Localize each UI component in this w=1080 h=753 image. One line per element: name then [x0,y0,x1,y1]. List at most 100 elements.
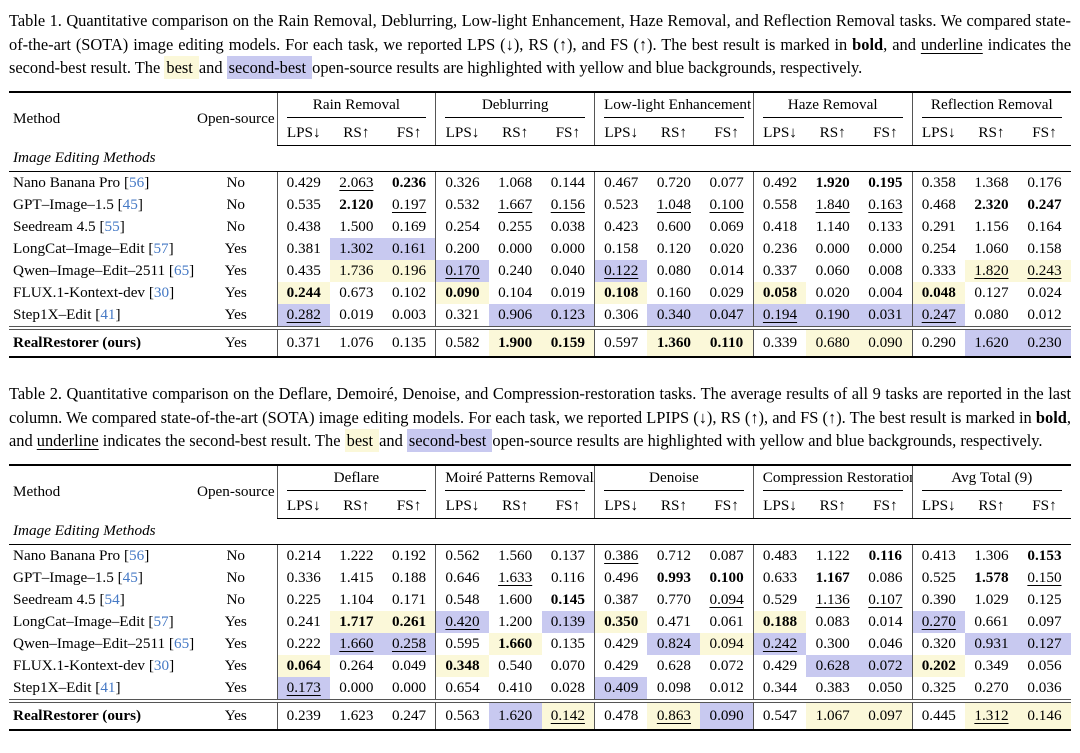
value-text: 1.840 [815,195,850,213]
value-cell: 0.048 [911,281,965,304]
open-source-cell: No [226,173,246,191]
value-cell: 0.445 [911,698,965,730]
value-text: 0.080 [656,261,691,279]
value-cell: 1.140 [806,216,859,238]
caption-text: , and [9,407,1071,451]
value-text: 1.360 [656,333,691,351]
value-text: 0.090 [445,283,480,301]
value-text: 0.350 [604,612,639,630]
value-text: 0.158 [1027,239,1062,257]
value-text: 0.125 [1027,590,1062,608]
section-label: Image Editing Methods [9,145,1071,172]
value-text: 0.712 [656,546,691,564]
method-cell: Step1X–Edit [41] [13,305,121,323]
value-text: 0.270 [974,678,1009,696]
value-cell: 0.038 [542,216,595,238]
group-label: Deblurring [445,96,586,118]
value-cell: 0.122 [594,259,648,282]
value-text: 0.290 [921,333,956,351]
citation-link[interactable]: 56 [129,173,145,191]
value-text: 0.321 [445,305,480,323]
citation-link[interactable]: 65 [173,261,190,279]
value-cell: 0.061 [700,611,753,633]
citation-link[interactable]: 57 [153,612,169,630]
value-cell: 0.137 [542,544,595,567]
value-cell: 0.931 [964,632,1018,655]
citation-link[interactable]: 54 [104,590,120,608]
method-cell: Nano Banana Pro [56] [13,546,150,564]
value-cell: 0.628 [647,655,700,677]
metric-header-lps: LPS↓ [276,120,330,146]
value-cell: 0.548 [435,588,489,611]
value-cell: 0.020 [700,238,753,260]
value-cell: 2.320 [965,194,1018,216]
value-text: 0.680 [815,333,850,351]
citation-link[interactable]: 41 [100,305,116,323]
value-text: 0.200 [445,239,480,257]
value-cell: 1.368 [965,171,1018,194]
value-cell: 1.060 [965,238,1018,260]
value-text: 1.122 [815,546,850,564]
metric-header-rs: RS↑ [806,120,860,146]
metric-header-rs: RS↑ [488,493,542,519]
value-text: 1.820 [974,261,1009,279]
value-text: 0.156 [550,195,585,213]
citation-link[interactable]: 45 [122,568,138,586]
table-row-flux-1-kontext-dev: FLUX.1-Kontext-dev [30] Yes 0.244 0.673 0.10… [9,281,1071,304]
citation-link[interactable]: 45 [122,195,138,213]
value-cell: 0.160 [647,282,700,304]
value-cell: 0.558 [752,193,807,216]
value-cell: 0.080 [965,304,1018,328]
value-text: 0.127 [974,283,1009,301]
value-text: 1.076 [339,333,374,351]
metric-header-fs: FS↑ [1017,120,1071,146]
citation-link[interactable]: 65 [173,634,190,652]
value-text: 1.200 [498,612,533,630]
value-text: 0.242 [762,634,798,652]
citation-link[interactable]: 56 [129,546,145,564]
value-text: 0.381 [286,239,321,257]
value-text: 0.358 [921,173,956,191]
value-cell: 0.170 [435,259,489,282]
value-text: 1.060 [974,239,1009,257]
value-cell: 0.214 [276,544,330,567]
group-label: Low-light Enhancement [604,96,751,118]
value-text: 0.056 [1027,656,1062,674]
metric-header-rs: RS↑ [647,120,701,146]
method-name: GPT–Image–1.5 [13,195,114,213]
value-text: 1.578 [974,568,1009,586]
value-text: 0.014 [709,261,744,279]
metric-header-lps: LPS↓ [911,493,965,519]
column-header-method: Method [13,483,61,500]
value-cell: 0.358 [911,171,965,194]
value-cell: 0.125 [1018,589,1071,611]
value-text: 0.020 [709,239,744,257]
citation-link[interactable]: 55 [104,217,120,235]
method-name: Step1X–Edit [13,305,92,323]
value-cell: 0.390 [911,588,965,611]
value-cell: 0.600 [647,216,700,238]
citation-link[interactable]: 57 [153,239,169,257]
table-row-seedream-4-5: Seedream 4.5 [54] No 0.225 1.104 0.171 0.548 1… [9,588,1071,611]
value-text: 1.620 [498,706,533,724]
value-cell: 0.069 [700,216,753,238]
table-row-nano-banana-pro: Nano Banana Pro [56] No 0.429 2.063 0.236 0.3… [9,171,1071,194]
citation-link[interactable]: 30 [153,656,170,674]
value-text: 0.171 [391,590,427,608]
value-cell: 0.680 [806,325,860,357]
paper-page: Table 1. Quantitative comparison on the … [9,11,1071,731]
value-cell: 0.654 [435,676,489,701]
citation-link[interactable]: 30 [153,283,170,301]
open-source-cell: No [226,590,246,608]
value-text: 0.239 [286,706,321,724]
citation-link[interactable]: 41 [100,678,116,696]
value-text: 0.012 [709,678,744,696]
value-text: 0.770 [656,590,691,608]
value-text: 0.000 [815,239,850,257]
value-text: 0.558 [762,195,798,213]
value-text: 0.046 [868,634,903,652]
caption-text: indicates the second-best result. The [98,431,345,451]
group-header-reflection-removal: Reflection Removal [911,91,1071,121]
value-cell: 1.360 [647,325,701,357]
table-row-realrestorer-ours: RealRestorer (ours) Yes 0.371 1.076 0.135 0.5… [9,325,1071,357]
